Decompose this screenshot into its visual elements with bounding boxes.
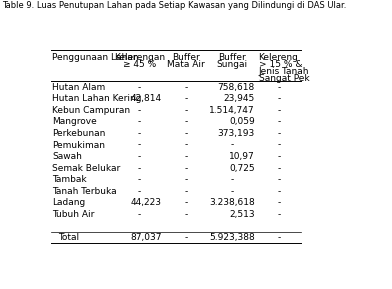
- Text: Sungai: Sungai: [216, 60, 248, 69]
- Text: -: -: [184, 83, 187, 92]
- Text: 10,97: 10,97: [229, 152, 255, 161]
- Text: Buffer: Buffer: [218, 53, 246, 62]
- Text: Pemukiman: Pemukiman: [52, 140, 105, 149]
- Text: -: -: [138, 117, 141, 126]
- Text: 44,223: 44,223: [131, 199, 162, 208]
- Text: -: -: [138, 152, 141, 161]
- Text: Total: Total: [58, 233, 79, 242]
- Text: -: -: [184, 94, 187, 103]
- Text: -: -: [278, 175, 281, 184]
- Text: -: -: [278, 94, 281, 103]
- Text: -: -: [138, 210, 141, 219]
- Text: -: -: [184, 152, 187, 161]
- Text: -: -: [278, 164, 281, 173]
- Text: -: -: [278, 199, 281, 208]
- Text: ≥ 45 %: ≥ 45 %: [123, 60, 156, 69]
- Text: Hutan Lahan Kering: Hutan Lahan Kering: [52, 94, 142, 103]
- Text: Ladang: Ladang: [52, 199, 85, 208]
- Text: -: -: [184, 140, 187, 149]
- Text: Semak Belukar: Semak Belukar: [52, 164, 120, 173]
- Text: Mangrove: Mangrove: [52, 117, 97, 126]
- Text: -: -: [184, 129, 187, 138]
- Text: -: -: [278, 233, 281, 242]
- Text: -: -: [230, 187, 234, 196]
- Text: 373,193: 373,193: [218, 129, 255, 138]
- Text: -: -: [230, 140, 234, 149]
- Text: Table 9. Luas Penutupan Lahan pada Setiap Kawasan yang Dilindungi di DAS Ular.: Table 9. Luas Penutupan Lahan pada Setia…: [2, 1, 347, 10]
- Text: Sawah: Sawah: [52, 152, 82, 161]
- Text: 2,513: 2,513: [229, 210, 255, 219]
- Text: Sangat Pek: Sangat Pek: [259, 74, 309, 83]
- Text: 0,059: 0,059: [229, 117, 255, 126]
- Text: -: -: [184, 233, 187, 242]
- Text: -: -: [138, 140, 141, 149]
- Text: Tambak: Tambak: [52, 175, 87, 184]
- Text: -: -: [138, 83, 141, 92]
- Text: Kebun Campuran: Kebun Campuran: [52, 106, 130, 115]
- Text: > 15 % &: > 15 % &: [259, 60, 302, 69]
- Text: -: -: [184, 175, 187, 184]
- Text: -: -: [230, 175, 234, 184]
- Text: -: -: [278, 83, 281, 92]
- Text: Perkebunan: Perkebunan: [52, 129, 105, 138]
- Text: Penggunaan Lahan: Penggunaan Lahan: [52, 53, 138, 62]
- Text: -: -: [278, 187, 281, 196]
- Text: Jenis Tanah: Jenis Tanah: [259, 67, 309, 76]
- Text: -: -: [278, 106, 281, 115]
- Text: 0,725: 0,725: [229, 164, 255, 173]
- Text: -: -: [138, 129, 141, 138]
- Text: -: -: [278, 140, 281, 149]
- Text: Kelereng: Kelereng: [259, 53, 298, 62]
- Text: -: -: [184, 106, 187, 115]
- Text: -: -: [184, 187, 187, 196]
- Text: -: -: [278, 152, 281, 161]
- Text: 3.238,618: 3.238,618: [209, 199, 255, 208]
- Text: -: -: [278, 129, 281, 138]
- Text: -: -: [138, 164, 141, 173]
- Text: -: -: [278, 210, 281, 219]
- Text: Buffer: Buffer: [172, 53, 200, 62]
- Text: 758,618: 758,618: [218, 83, 255, 92]
- Text: -: -: [184, 199, 187, 208]
- Text: -: -: [138, 106, 141, 115]
- Text: 87,037: 87,037: [131, 233, 162, 242]
- Text: Hutan Alam: Hutan Alam: [52, 83, 105, 92]
- Text: -: -: [278, 117, 281, 126]
- Text: Tubuh Air: Tubuh Air: [52, 210, 94, 219]
- Text: -: -: [138, 187, 141, 196]
- Text: -: -: [138, 175, 141, 184]
- Text: 5.923,388: 5.923,388: [209, 233, 255, 242]
- Text: 1.514,747: 1.514,747: [209, 106, 255, 115]
- Text: -: -: [184, 117, 187, 126]
- Text: Kelerengan: Kelerengan: [114, 53, 165, 62]
- Text: 23,945: 23,945: [223, 94, 255, 103]
- Text: Mata Air: Mata Air: [167, 60, 205, 69]
- Text: 42,814: 42,814: [131, 94, 162, 103]
- Text: Tanah Terbuka: Tanah Terbuka: [52, 187, 117, 196]
- Text: -: -: [184, 210, 187, 219]
- Text: -: -: [184, 164, 187, 173]
